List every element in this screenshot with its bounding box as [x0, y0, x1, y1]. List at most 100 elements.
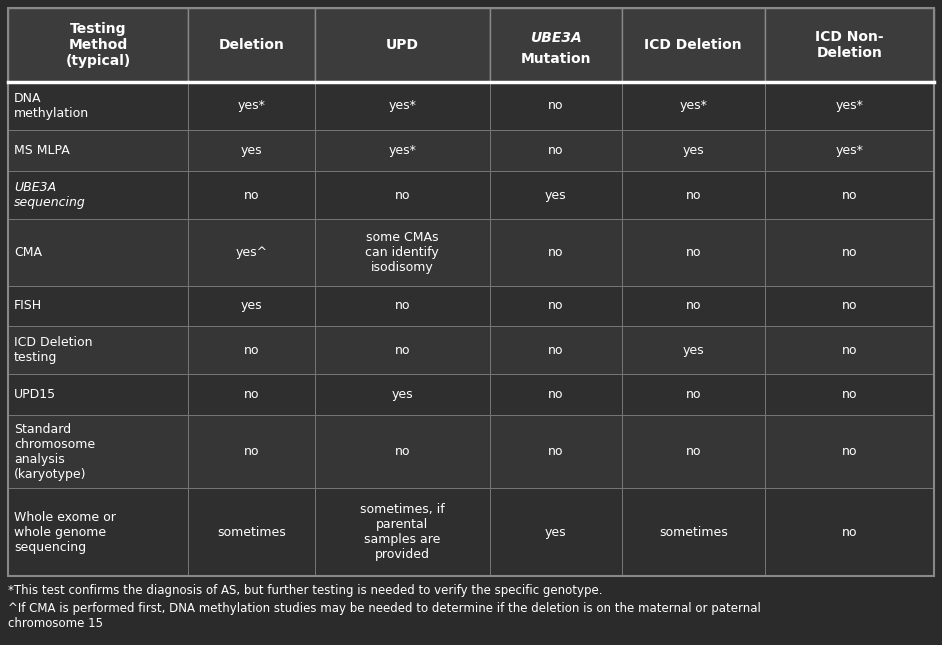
- Bar: [490, 82, 622, 130]
- Bar: [187, 82, 315, 130]
- Text: no: no: [686, 246, 701, 259]
- Text: no: no: [395, 445, 410, 458]
- Bar: [315, 171, 490, 219]
- Bar: [8, 374, 187, 415]
- Text: yes: yes: [544, 526, 566, 539]
- Bar: [490, 415, 622, 488]
- Bar: [490, 326, 622, 374]
- Bar: [8, 8, 934, 576]
- Text: some CMAs
can identify
isodisomy: some CMAs can identify isodisomy: [365, 231, 439, 274]
- Bar: [8, 82, 187, 130]
- Text: no: no: [548, 99, 563, 112]
- Bar: [765, 374, 934, 415]
- Bar: [187, 326, 315, 374]
- Bar: [315, 415, 490, 488]
- Text: ^If CMA is performed first, DNA methylation studies may be needed to determine i: ^If CMA is performed first, DNA methylat…: [8, 602, 761, 630]
- Bar: [187, 8, 315, 82]
- Bar: [315, 374, 490, 415]
- Text: no: no: [686, 445, 701, 458]
- Bar: [622, 219, 765, 286]
- Bar: [765, 326, 934, 374]
- Text: yes: yes: [544, 189, 566, 202]
- Text: no: no: [395, 299, 410, 312]
- Text: no: no: [841, 445, 857, 458]
- Bar: [315, 8, 490, 82]
- Bar: [622, 82, 765, 130]
- Text: Testing
Method
(typical): Testing Method (typical): [65, 22, 131, 68]
- Bar: [622, 8, 765, 82]
- Bar: [622, 374, 765, 415]
- Text: Standard
chromosome
analysis
(karyotype): Standard chromosome analysis (karyotype): [14, 422, 95, 481]
- Bar: [622, 171, 765, 219]
- Text: no: no: [841, 246, 857, 259]
- Bar: [315, 326, 490, 374]
- Text: *This test confirms the diagnosis of AS, but further testing is needed to verify: *This test confirms the diagnosis of AS,…: [8, 584, 603, 597]
- Text: no: no: [686, 189, 701, 202]
- Text: UBE3A: UBE3A: [529, 32, 581, 45]
- Text: no: no: [841, 526, 857, 539]
- Text: ICD Non-
Deletion: ICD Non- Deletion: [815, 30, 884, 60]
- Bar: [8, 171, 187, 219]
- Bar: [490, 8, 622, 82]
- Text: CMA: CMA: [14, 246, 42, 259]
- Bar: [765, 82, 934, 130]
- Bar: [622, 488, 765, 576]
- Bar: [622, 130, 765, 171]
- Bar: [187, 286, 315, 326]
- Bar: [765, 130, 934, 171]
- Text: no: no: [548, 144, 563, 157]
- Text: sometimes: sometimes: [217, 526, 285, 539]
- Bar: [765, 171, 934, 219]
- Text: ICD Deletion: ICD Deletion: [644, 38, 742, 52]
- Bar: [765, 415, 934, 488]
- Text: sometimes, if
parental
samples are
provided: sometimes, if parental samples are provi…: [360, 503, 445, 561]
- Text: yes*: yes*: [388, 99, 416, 112]
- Bar: [765, 8, 934, 82]
- Text: yes*: yes*: [388, 144, 416, 157]
- Bar: [187, 374, 315, 415]
- Bar: [8, 130, 187, 171]
- Text: yes^: yes^: [236, 246, 268, 259]
- Text: ICD Deletion
testing: ICD Deletion testing: [14, 336, 92, 364]
- Text: UBE3A
sequencing: UBE3A sequencing: [14, 181, 86, 209]
- Text: sometimes: sometimes: [658, 526, 727, 539]
- Text: Deletion: Deletion: [219, 38, 284, 52]
- Text: UPD15: UPD15: [14, 388, 57, 401]
- Text: no: no: [548, 388, 563, 401]
- Bar: [315, 488, 490, 576]
- Text: no: no: [841, 189, 857, 202]
- Text: no: no: [841, 344, 857, 357]
- Text: yes*: yes*: [836, 144, 863, 157]
- Text: UPD: UPD: [385, 38, 418, 52]
- Bar: [187, 219, 315, 286]
- Text: yes*: yes*: [679, 99, 707, 112]
- Bar: [187, 488, 315, 576]
- Text: yes*: yes*: [836, 99, 863, 112]
- Bar: [490, 219, 622, 286]
- Text: Mutation: Mutation: [520, 52, 591, 66]
- Text: yes: yes: [682, 344, 704, 357]
- Bar: [315, 82, 490, 130]
- Text: no: no: [244, 445, 259, 458]
- Text: no: no: [548, 246, 563, 259]
- Bar: [490, 171, 622, 219]
- Bar: [765, 219, 934, 286]
- Text: FISH: FISH: [14, 299, 42, 312]
- Text: no: no: [841, 388, 857, 401]
- Text: no: no: [548, 445, 563, 458]
- Text: no: no: [244, 344, 259, 357]
- Text: no: no: [686, 299, 701, 312]
- Bar: [8, 326, 187, 374]
- Text: MS MLPA: MS MLPA: [14, 144, 70, 157]
- Text: no: no: [244, 189, 259, 202]
- Text: Whole exome or
whole genome
sequencing: Whole exome or whole genome sequencing: [14, 511, 116, 553]
- Text: no: no: [548, 299, 563, 312]
- Bar: [187, 171, 315, 219]
- Text: yes: yes: [240, 299, 262, 312]
- Text: no: no: [395, 344, 410, 357]
- Bar: [622, 326, 765, 374]
- Bar: [315, 130, 490, 171]
- Text: DNA
methylation: DNA methylation: [14, 92, 89, 120]
- Bar: [315, 219, 490, 286]
- Text: no: no: [548, 344, 563, 357]
